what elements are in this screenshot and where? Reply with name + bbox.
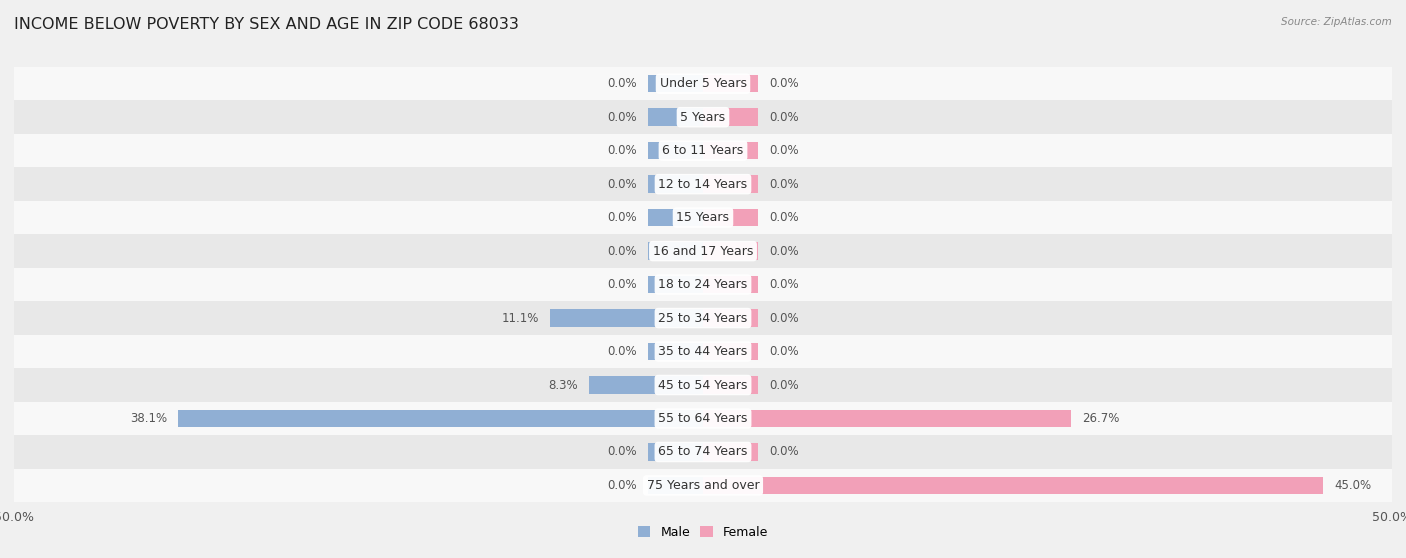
Text: Source: ZipAtlas.com: Source: ZipAtlas.com [1281, 17, 1392, 27]
Text: 35 to 44 Years: 35 to 44 Years [658, 345, 748, 358]
Text: 0.0%: 0.0% [769, 311, 799, 325]
Text: 0.0%: 0.0% [769, 445, 799, 459]
Text: 26.7%: 26.7% [1083, 412, 1119, 425]
Text: 25 to 34 Years: 25 to 34 Years [658, 311, 748, 325]
Bar [648, 443, 703, 461]
Bar [14, 469, 1392, 502]
Bar [703, 142, 758, 160]
Bar [550, 309, 703, 327]
Text: 0.0%: 0.0% [607, 144, 637, 157]
Text: Under 5 Years: Under 5 Years [659, 77, 747, 90]
Bar [14, 100, 1392, 134]
Text: 0.0%: 0.0% [607, 345, 637, 358]
Bar [14, 301, 1392, 335]
Bar [648, 142, 703, 160]
Bar [703, 75, 758, 93]
Bar [179, 410, 703, 427]
Text: 0.0%: 0.0% [769, 144, 799, 157]
Bar [14, 402, 1392, 435]
Text: 0.0%: 0.0% [607, 278, 637, 291]
Text: 0.0%: 0.0% [769, 110, 799, 124]
Bar [648, 343, 703, 360]
Bar [14, 335, 1392, 368]
Text: 75 Years and over: 75 Years and over [647, 479, 759, 492]
Text: 0.0%: 0.0% [607, 110, 637, 124]
Text: INCOME BELOW POVERTY BY SEX AND AGE IN ZIP CODE 68033: INCOME BELOW POVERTY BY SEX AND AGE IN Z… [14, 17, 519, 32]
Text: 15 Years: 15 Years [676, 211, 730, 224]
Bar [14, 201, 1392, 234]
Bar [648, 242, 703, 260]
Bar [14, 234, 1392, 268]
Text: 0.0%: 0.0% [607, 77, 637, 90]
Text: 11.1%: 11.1% [502, 311, 538, 325]
Text: 65 to 74 Years: 65 to 74 Years [658, 445, 748, 459]
Text: 8.3%: 8.3% [548, 378, 578, 392]
Bar [589, 376, 703, 394]
Bar [14, 67, 1392, 100]
Text: 0.0%: 0.0% [769, 378, 799, 392]
Text: 0.0%: 0.0% [607, 445, 637, 459]
Bar [648, 276, 703, 294]
Text: 0.0%: 0.0% [607, 211, 637, 224]
Text: 38.1%: 38.1% [129, 412, 167, 425]
Bar [703, 309, 758, 327]
Bar [703, 477, 1323, 494]
Bar [648, 108, 703, 126]
Bar [14, 435, 1392, 469]
Text: 0.0%: 0.0% [607, 177, 637, 191]
Text: 0.0%: 0.0% [769, 77, 799, 90]
Text: 0.0%: 0.0% [769, 278, 799, 291]
Legend: Male, Female: Male, Female [633, 521, 773, 544]
Text: 0.0%: 0.0% [769, 345, 799, 358]
Text: 0.0%: 0.0% [607, 479, 637, 492]
Text: 45 to 54 Years: 45 to 54 Years [658, 378, 748, 392]
Text: 0.0%: 0.0% [769, 177, 799, 191]
Bar [703, 376, 758, 394]
Bar [703, 242, 758, 260]
Text: 45.0%: 45.0% [1334, 479, 1371, 492]
Bar [703, 443, 758, 461]
Bar [648, 209, 703, 227]
Text: 0.0%: 0.0% [607, 244, 637, 258]
Text: 0.0%: 0.0% [769, 211, 799, 224]
Bar [703, 108, 758, 126]
Bar [14, 167, 1392, 201]
Text: 6 to 11 Years: 6 to 11 Years [662, 144, 744, 157]
Text: 55 to 64 Years: 55 to 64 Years [658, 412, 748, 425]
Bar [703, 343, 758, 360]
Text: 5 Years: 5 Years [681, 110, 725, 124]
Bar [14, 268, 1392, 301]
Bar [14, 368, 1392, 402]
Bar [703, 276, 758, 294]
Bar [703, 410, 1071, 427]
Text: 18 to 24 Years: 18 to 24 Years [658, 278, 748, 291]
Text: 12 to 14 Years: 12 to 14 Years [658, 177, 748, 191]
Text: 0.0%: 0.0% [769, 244, 799, 258]
Bar [703, 209, 758, 227]
Text: 16 and 17 Years: 16 and 17 Years [652, 244, 754, 258]
Bar [14, 134, 1392, 167]
Bar [703, 175, 758, 193]
Bar [648, 75, 703, 93]
Bar [648, 477, 703, 494]
Bar [648, 175, 703, 193]
